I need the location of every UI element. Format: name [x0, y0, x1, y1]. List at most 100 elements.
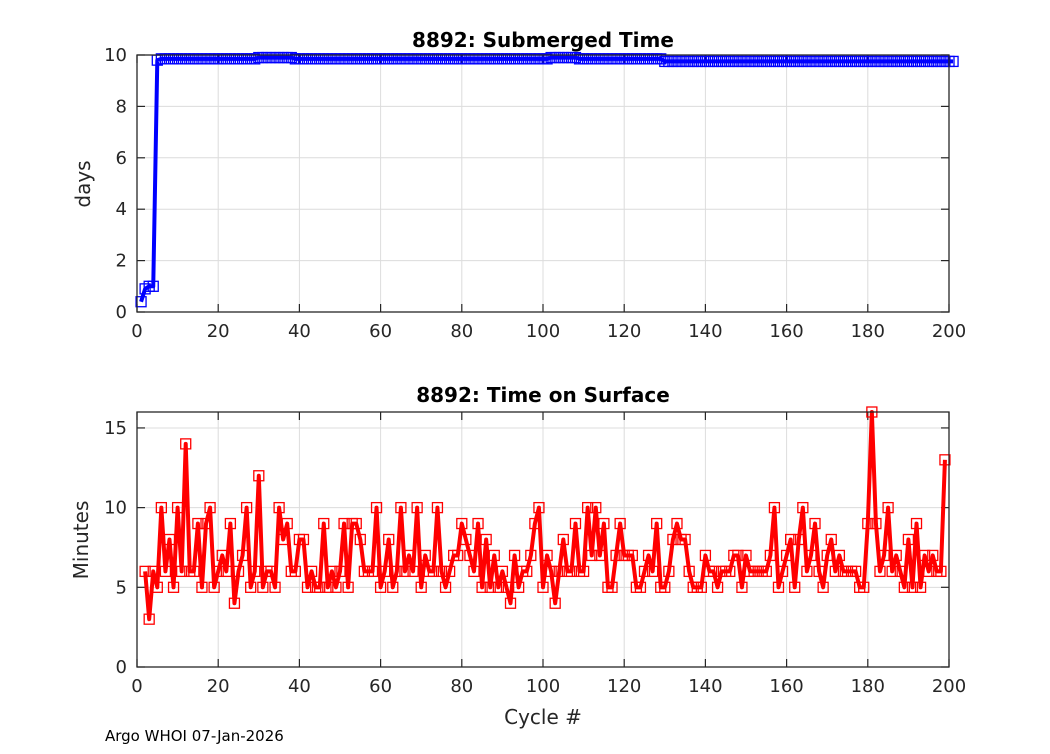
data-point [699, 549, 712, 562]
data-point [439, 581, 452, 593]
data-point [801, 565, 813, 578]
data-point [878, 549, 890, 562]
data-point [549, 597, 561, 609]
data-point [537, 581, 549, 593]
x-tick-label: 140 [688, 321, 722, 342]
data-point [805, 549, 817, 562]
data-point [354, 533, 366, 546]
data-point [667, 533, 679, 546]
x-tick-label: 180 [851, 321, 885, 342]
data-point [772, 581, 785, 593]
data-point [326, 565, 338, 578]
data-point [492, 581, 504, 593]
data-point [139, 283, 151, 295]
data-point [208, 581, 220, 593]
data-point [736, 581, 748, 593]
data-point [683, 565, 695, 578]
y-tick-label: 0 [116, 657, 127, 678]
data-point [541, 549, 553, 562]
x-tick-label: 20 [207, 321, 230, 342]
data-point [257, 581, 269, 593]
data-point [435, 565, 448, 578]
x-tick-label: 80 [450, 321, 473, 342]
axes-frame [136, 54, 950, 313]
data-point [894, 565, 906, 578]
data-point [740, 549, 752, 562]
data-point [797, 501, 809, 514]
x-axis-label: Cycle # [504, 705, 582, 729]
axes-frame [136, 411, 950, 668]
data-point [366, 565, 379, 578]
data-point [314, 581, 326, 593]
data-point [427, 565, 440, 578]
data-point [236, 549, 249, 562]
data-point [443, 565, 456, 578]
data-point [269, 581, 281, 593]
data-point [151, 581, 163, 593]
data-point [862, 517, 874, 530]
x-tick-label: 20 [207, 676, 230, 697]
x-tick-label: 200 [932, 676, 966, 697]
data-point [910, 517, 923, 530]
data-point [192, 517, 204, 530]
data-point [813, 565, 825, 578]
data-point [167, 581, 180, 593]
data-point [659, 581, 671, 593]
x-tick-label: 160 [769, 321, 803, 342]
data-point [379, 565, 391, 578]
data-point [176, 565, 188, 578]
data-point [147, 565, 159, 578]
data-point [496, 565, 509, 578]
data-point [711, 581, 724, 593]
data-point [914, 581, 927, 593]
data-point [468, 565, 480, 578]
data-point [858, 581, 870, 593]
y-tick-label: 4 [116, 199, 127, 220]
data-point [927, 549, 939, 562]
data-point [521, 565, 533, 578]
data-point [947, 55, 959, 68]
data-point [655, 53, 667, 65]
data-point [403, 549, 415, 562]
data-point [232, 565, 245, 578]
data-point [512, 581, 525, 593]
data-point [289, 565, 301, 578]
y-axis-label: days [71, 160, 95, 207]
data-point [383, 533, 395, 546]
data-point [590, 501, 602, 514]
x-tick-label: 120 [607, 321, 641, 342]
data-point [565, 565, 578, 578]
x-tick-label: 140 [688, 676, 722, 697]
data-point [464, 549, 476, 562]
data-point [488, 549, 500, 562]
data-point [594, 549, 606, 562]
data-point [297, 533, 310, 546]
chart-title: 8892: Submerged Time [412, 28, 674, 52]
data-point [273, 501, 285, 514]
data-point [322, 581, 334, 593]
data-point [598, 517, 610, 530]
data-point [923, 565, 935, 578]
data-point [902, 533, 915, 546]
data-point [391, 565, 403, 578]
data-point [764, 549, 777, 562]
data-point [200, 517, 212, 530]
data-point [780, 549, 793, 562]
data-point [216, 549, 228, 562]
data-point [870, 517, 882, 530]
data-point [147, 280, 159, 292]
x-tick-label: 180 [851, 676, 885, 697]
data-point [671, 517, 683, 530]
data-point [898, 581, 910, 593]
data-point [245, 581, 257, 593]
data-point [849, 565, 862, 578]
data-point [638, 565, 651, 578]
data-point [249, 53, 261, 65]
x-tick-label: 60 [369, 321, 392, 342]
data-point [338, 517, 350, 530]
data-point [411, 501, 423, 514]
submerged-time-chart: 8892: Submerged Time days 0 20 40 60 80 100 12… [71, 28, 966, 342]
data-point [301, 581, 314, 593]
data-point [419, 549, 431, 562]
data-point [724, 565, 736, 578]
